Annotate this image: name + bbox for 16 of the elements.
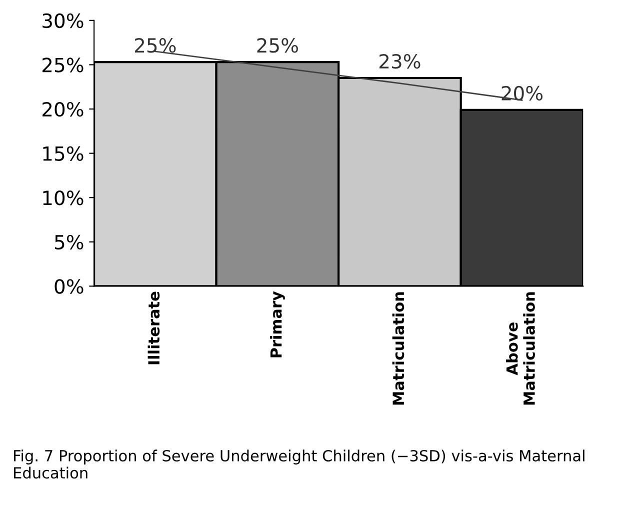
x-tick-label: Illiterate	[148, 292, 160, 364]
data-label: 25%	[135, 38, 176, 53]
x-tick-label: Above Matriculation	[506, 292, 535, 405]
data-label: 23%	[380, 54, 420, 69]
data-label: 25%	[257, 38, 298, 53]
y-tick-label: 20%	[42, 102, 84, 117]
y-tick-label: 5%	[54, 234, 84, 250]
y-tick-label: 25%	[42, 58, 84, 72]
caption: Fig. 7 Proportion of Severe Underweight Children (−3SD) vis-a-vis Maternal Education	[14, 450, 584, 479]
data-label: 20%	[502, 86, 543, 101]
y-tick-label: 30%	[42, 13, 84, 28]
y-tick-label: 10%	[43, 190, 84, 206]
y-tick-label: 0%	[54, 279, 84, 294]
y-tick-label: 15%	[43, 146, 84, 161]
x-tick-label: Primary	[270, 291, 285, 358]
x-tick-label: Matriculation	[392, 292, 404, 405]
